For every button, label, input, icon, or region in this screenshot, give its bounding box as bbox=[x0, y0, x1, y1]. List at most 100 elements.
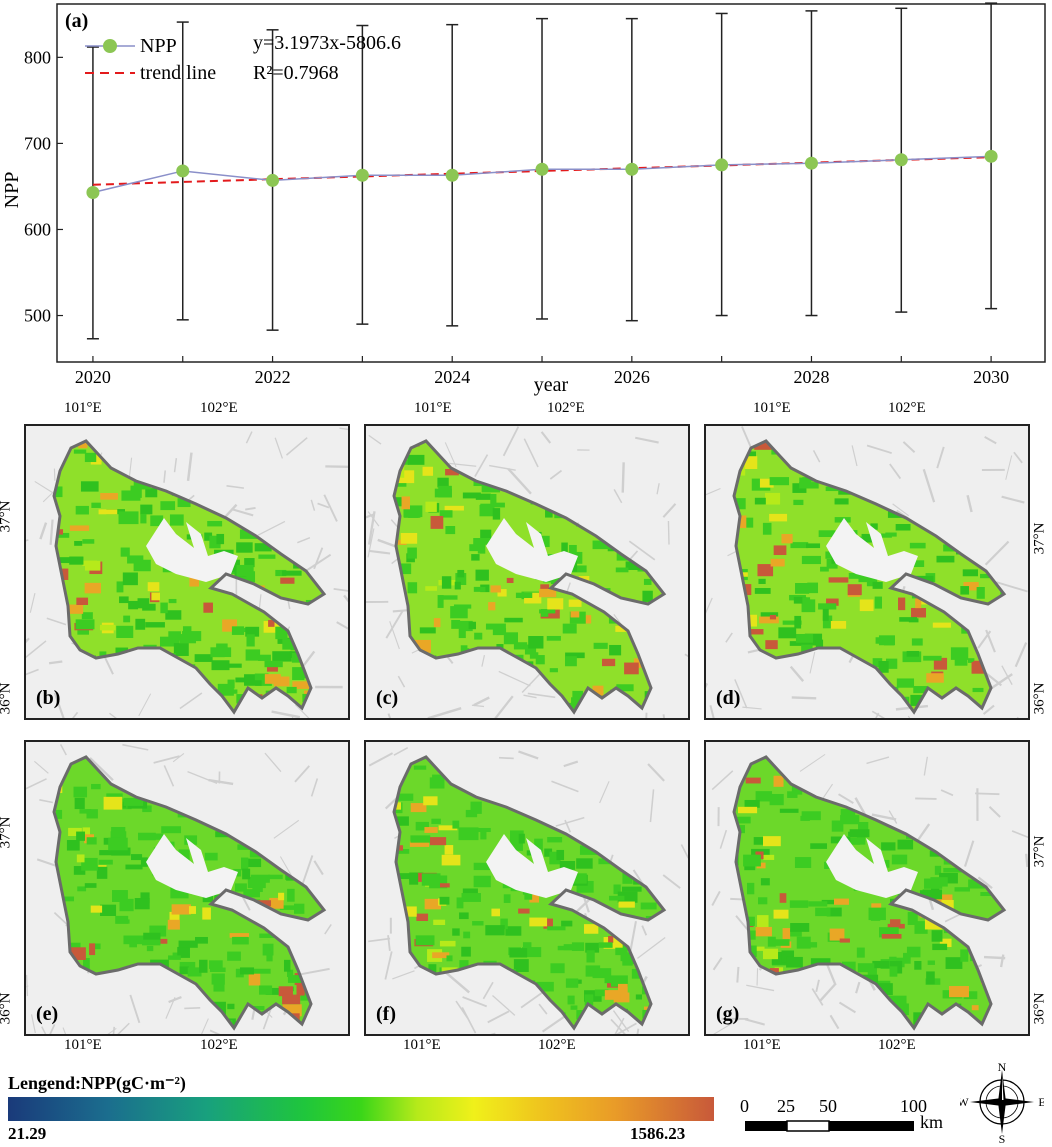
compass-w: W bbox=[960, 1095, 969, 1109]
npp-pixel-block bbox=[149, 925, 167, 937]
npp-pixel-block bbox=[569, 544, 577, 555]
npp-point bbox=[625, 162, 639, 176]
npp-pixel-block bbox=[564, 656, 577, 667]
npp-pixel-block bbox=[140, 504, 153, 515]
terrain-ridge bbox=[41, 1026, 47, 1034]
npp-pixel-block bbox=[584, 994, 594, 1006]
x-axis: 2020 2022 2024 2026 2028 2030 bbox=[75, 356, 1009, 387]
npp-pixel-block bbox=[415, 821, 429, 831]
npp-pixel-block bbox=[245, 649, 261, 661]
npp-pixel-block bbox=[147, 582, 160, 592]
terrain-ridge bbox=[368, 752, 394, 767]
npp-pixel-block bbox=[146, 945, 154, 952]
npp-pixel-block bbox=[492, 628, 507, 636]
npp-pixel-block bbox=[474, 632, 483, 640]
npp-pixel-block bbox=[760, 612, 779, 619]
map-panel-label: (f) bbox=[376, 1003, 396, 1025]
npp-pixel-block bbox=[540, 609, 549, 617]
npp-pixel-block bbox=[537, 535, 550, 548]
npp-pixel-block bbox=[122, 572, 138, 586]
npp-pixel-block bbox=[445, 526, 456, 535]
npp-pixel-block bbox=[395, 845, 404, 851]
npp-pixel-block bbox=[963, 991, 978, 1000]
npp-pixel-block bbox=[755, 926, 772, 937]
npp-pixel-block bbox=[770, 558, 785, 567]
npp-pixel-block bbox=[795, 633, 814, 643]
npp-pixel-block bbox=[765, 640, 778, 650]
terrain-ridge bbox=[274, 437, 283, 459]
npp-pixel-block bbox=[804, 633, 823, 646]
npp-pixel-block bbox=[931, 930, 943, 942]
npp-pixel-block bbox=[111, 890, 128, 902]
npp-pixel-block bbox=[232, 559, 240, 573]
lon-label-top-101-b: 101°E bbox=[64, 400, 102, 416]
npp-pixel-block bbox=[642, 590, 653, 602]
map-panel-g: (g) bbox=[704, 740, 1030, 1036]
npp-pixel-block bbox=[779, 808, 799, 813]
terrain-ridge bbox=[518, 750, 539, 760]
terrain-ridge bbox=[551, 780, 579, 793]
compass-needle-n-white bbox=[1002, 1074, 1004, 1100]
terrain-ridge bbox=[975, 792, 1000, 796]
npp-pixel-block bbox=[133, 559, 151, 572]
npp-pixel-block bbox=[954, 887, 970, 892]
npp-line-chart: 2020 2022 2024 2026 2028 2030 500 600 700 800 (a… bbox=[1, 2, 1046, 396]
npp-pixel-block bbox=[259, 933, 275, 938]
terrain-ridge bbox=[746, 984, 775, 992]
npp-pixel-block bbox=[843, 837, 861, 845]
npp-pixel-block bbox=[76, 854, 85, 863]
npp-pixel-block bbox=[424, 827, 438, 833]
terrain-ridge bbox=[367, 511, 380, 527]
npp-pixel-block bbox=[856, 835, 866, 845]
terrain-ridge bbox=[301, 855, 314, 885]
npp-pixel-block bbox=[881, 842, 896, 851]
terrain-ridge bbox=[368, 434, 382, 445]
npp-pixel-block bbox=[422, 466, 434, 476]
lon-label-bottom-101-e: 101°E bbox=[64, 1037, 102, 1053]
npp-pixel-block bbox=[897, 839, 914, 850]
map-panel-label: (e) bbox=[36, 1003, 59, 1025]
npp-pixel-block bbox=[592, 968, 612, 979]
npp-pixel-block bbox=[468, 621, 476, 630]
terrain-ridge bbox=[448, 462, 477, 467]
npp-pixel-block bbox=[568, 599, 582, 607]
terrain-ridge bbox=[902, 441, 916, 453]
npp-pixel-block bbox=[228, 663, 242, 668]
npp-pixel-block bbox=[781, 950, 795, 963]
npp-pixel-block bbox=[82, 539, 95, 544]
scale-label-25: 25 bbox=[777, 1096, 795, 1116]
npp-pixel-block bbox=[407, 547, 417, 559]
npp-pixel-block bbox=[287, 969, 294, 978]
npp-pixel-block bbox=[407, 454, 425, 465]
npp-pixel-block bbox=[968, 879, 986, 889]
npp-pixel-block bbox=[754, 497, 766, 505]
npp-pixel-block bbox=[454, 581, 461, 590]
legend-min-value: 21.29 bbox=[8, 1124, 47, 1143]
npp-pixel-block bbox=[796, 936, 811, 949]
npp-pixel-block bbox=[570, 873, 587, 884]
terrain-ridge bbox=[610, 1018, 626, 1034]
compass-rose-icon: N S W E bbox=[960, 1060, 1044, 1144]
npp-pixel-block bbox=[738, 806, 758, 814]
npp-pixel-block bbox=[549, 851, 561, 865]
npp-pixel-block bbox=[81, 857, 98, 871]
npp-pixel-block bbox=[236, 542, 253, 553]
npp-pixel-block bbox=[911, 607, 927, 618]
npp-pixel-block bbox=[204, 852, 218, 861]
plot-frame bbox=[56, 3, 1046, 363]
npp-pixel-block bbox=[808, 901, 828, 907]
npp-pixel-block bbox=[473, 538, 492, 545]
terrain-ridge bbox=[647, 763, 665, 782]
npp-pixel-block bbox=[252, 885, 263, 892]
npp-pixel-block bbox=[535, 655, 545, 665]
npp-pixel-block bbox=[936, 555, 955, 563]
terrain-ridge bbox=[985, 629, 996, 653]
terrain-ridge bbox=[966, 494, 973, 513]
npp-pixel-block bbox=[439, 883, 450, 888]
npp-pixel-block bbox=[505, 926, 522, 936]
npp-pixel-block bbox=[150, 515, 164, 527]
terrain-ridge bbox=[907, 715, 911, 718]
terrain-ridge bbox=[984, 435, 997, 445]
npp-pixel-block bbox=[960, 949, 969, 962]
npp-pixel-block bbox=[879, 927, 899, 938]
